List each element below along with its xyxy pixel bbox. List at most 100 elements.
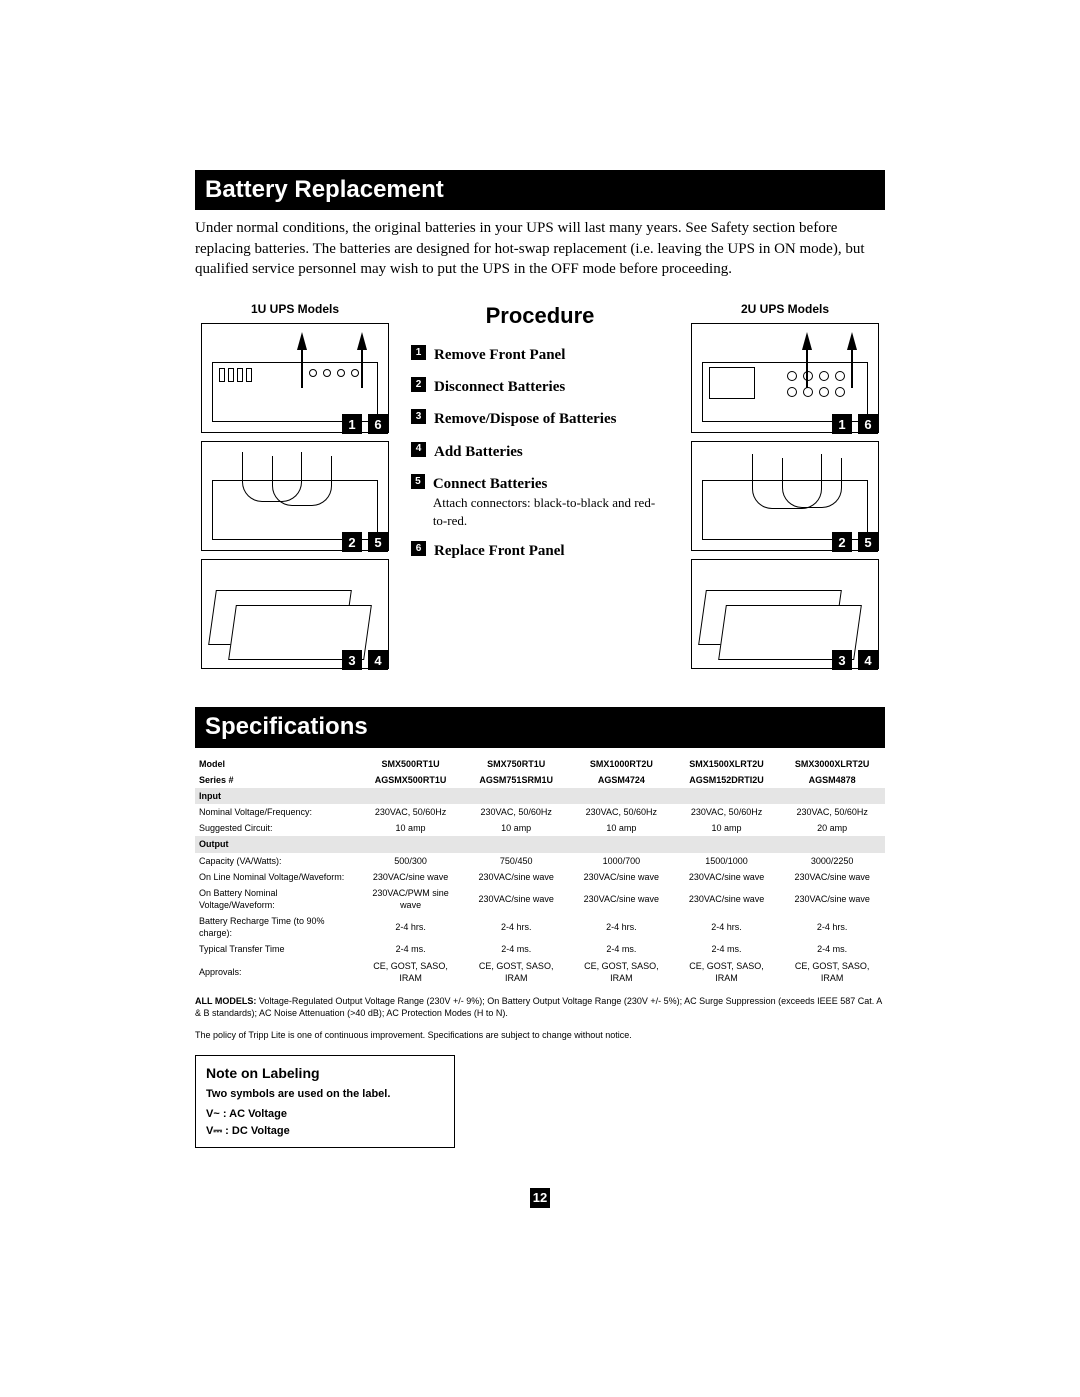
step-3: 3 Remove/Dispose of Batteries xyxy=(411,409,669,429)
spec-cell: Approvals: xyxy=(195,958,358,986)
spec-cell: AGSMX500RT1U xyxy=(358,772,464,788)
spec-cell: CE, GOST, SASO, IRAM xyxy=(569,958,674,986)
spec-cell: SMX3000XLRT2U xyxy=(779,756,885,772)
spec-section-input: Input xyxy=(195,788,885,804)
spec-cell: SMX1500XLRT2U xyxy=(674,756,780,772)
step-number: 3 xyxy=(411,409,426,424)
spec-cell: 230VAC/sine wave xyxy=(779,869,885,885)
spec-cell: 230VAC/sine wave xyxy=(779,885,885,913)
spec-cell: CE, GOST, SASO, IRAM xyxy=(463,958,569,986)
head-2u: 2U UPS Models xyxy=(741,301,829,317)
spec-table: ModelSMX500RT1USMX750RT1USMX1000RT2USMX1… xyxy=(195,756,885,986)
step-label: Remove/Dispose of Batteries xyxy=(434,409,616,429)
spec-cell: SMX750RT1U xyxy=(463,756,569,772)
spec-cell: 230VAC, 50/60Hz xyxy=(569,804,674,820)
spec-cell: Battery Recharge Time (to 90% charge): xyxy=(195,913,358,941)
spec-cell: 1000/700 xyxy=(569,853,674,869)
spec-cell: Capacity (VA/Watts): xyxy=(195,853,358,869)
spec-cell: 230VAC, 50/60Hz xyxy=(674,804,780,820)
spec-cell: 230VAC/sine wave xyxy=(674,869,780,885)
step-label: Add Batteries xyxy=(434,442,523,462)
allmodels-text: Voltage-Regulated Output Voltage Range (… xyxy=(195,996,882,1018)
spec-cell: 10 amp xyxy=(463,820,569,836)
allmodels-note: ALL MODELS: Voltage-Regulated Output Vol… xyxy=(195,996,885,1019)
labeling-line3: V⎓ : DC Voltage xyxy=(206,1123,444,1140)
spec-cell: CE, GOST, SASO, IRAM xyxy=(674,958,780,986)
col-1u: 1U UPS Models 16 25 34 xyxy=(195,301,395,677)
spec-cell: 10 amp xyxy=(674,820,780,836)
col-2u: 2U UPS Models 16 25 xyxy=(685,301,885,677)
spec-cell: 230VAC/sine wave xyxy=(358,869,464,885)
intro-text: Under normal conditions, the original ba… xyxy=(195,218,885,279)
spec-cell: 2-4 hrs. xyxy=(463,913,569,941)
spec-cell: 230VAC/sine wave xyxy=(674,885,780,913)
fig-2u-2: 25 xyxy=(691,441,879,551)
col-procedure: Procedure 1Remove Front Panel 2 Disconnect… xyxy=(405,301,675,677)
spec-cell: Nominal Voltage/Frequency: xyxy=(195,804,358,820)
spec-cell: 230VAC/sine wave xyxy=(463,869,569,885)
labeling-note-box: Note on Labeling Two symbols are used on… xyxy=(195,1055,455,1148)
step-2: 2 Disconnect Batteries xyxy=(411,377,669,397)
labeling-line1: Two symbols are used on the label. xyxy=(206,1087,444,1102)
step-1: 1Remove Front Panel xyxy=(411,345,669,365)
fig-2u-3: 34 xyxy=(691,559,879,669)
spec-cell: CE, GOST, SASO, IRAM xyxy=(779,958,885,986)
spec-cell: 2-4 ms. xyxy=(779,941,885,957)
spec-cell: 500/300 xyxy=(358,853,464,869)
page-number: 12 xyxy=(530,1188,550,1208)
spec-cell: 750/450 xyxy=(463,853,569,869)
spec-cell: 10 amp xyxy=(358,820,464,836)
spec-cell: SMX1000RT2U xyxy=(569,756,674,772)
section-battery-title: Battery Replacement xyxy=(195,170,885,210)
fig-1u-1: 16 xyxy=(201,323,389,433)
step-sub: Attach connectors: black-to-black and re… xyxy=(433,494,669,529)
section-spec-title: Specifications xyxy=(195,707,885,747)
fig-1u-2: 25 xyxy=(201,441,389,551)
fig-2u-1: 16 xyxy=(691,323,879,433)
step-6: 6Replace Front Panel xyxy=(411,541,669,561)
spec-cell: 2-4 ms. xyxy=(358,941,464,957)
spec-cell: Series # xyxy=(195,772,358,788)
spec-cell: 230VAC, 50/60Hz xyxy=(358,804,464,820)
fig-1u-3: 34 xyxy=(201,559,389,669)
step-number: 6 xyxy=(411,541,426,556)
step-label: Disconnect Batteries xyxy=(434,377,565,397)
spec-cell: 2-4 ms. xyxy=(463,941,569,957)
spec-cell: 2-4 hrs. xyxy=(674,913,780,941)
spec-cell: 3000/2250 xyxy=(779,853,885,869)
spec-cell: CE, GOST, SASO, IRAM xyxy=(358,958,464,986)
spec-cell: 10 amp xyxy=(569,820,674,836)
step-number: 1 xyxy=(411,345,426,360)
spec-cell: On Line Nominal Voltage/Waveform: xyxy=(195,869,358,885)
spec-cell: 230VAC, 50/60Hz xyxy=(463,804,569,820)
labeling-title: Note on Labeling xyxy=(206,1064,444,1083)
spec-cell: Suggested Circuit: xyxy=(195,820,358,836)
spec-cell: Typical Transfer Time xyxy=(195,941,358,957)
spec-cell: Model xyxy=(195,756,358,772)
spec-cell: SMX500RT1U xyxy=(358,756,464,772)
procedure-title: Procedure xyxy=(486,301,595,331)
spec-cell: 230VAC, 50/60Hz xyxy=(779,804,885,820)
step-number: 2 xyxy=(411,377,426,392)
procedure-grid: 1U UPS Models 16 25 34 Procedure xyxy=(195,301,885,677)
step-number: 5 xyxy=(411,474,425,489)
spec-cell: 2-4 ms. xyxy=(674,941,780,957)
spec-cell: AGSM4724 xyxy=(569,772,674,788)
spec-cell: AGSM751SRM1U xyxy=(463,772,569,788)
spec-cell: 230VAC/PWM sine wave xyxy=(358,885,464,913)
spec-cell: On Battery Nominal Voltage/Waveform: xyxy=(195,885,358,913)
spec-cell: 1500/1000 xyxy=(674,853,780,869)
spec-cell: 230VAC/sine wave xyxy=(569,885,674,913)
step-5: 5 Connect BatteriesAttach connectors: bla… xyxy=(411,474,669,529)
allmodels-label: ALL MODELS: xyxy=(195,996,256,1006)
spec-cell: 20 amp xyxy=(779,820,885,836)
spec-section-output: Output xyxy=(195,836,885,852)
step-4: 4Add Batteries xyxy=(411,442,669,462)
step-label: Connect BatteriesAttach connectors: blac… xyxy=(433,474,669,529)
head-1u: 1U UPS Models xyxy=(251,301,339,317)
labeling-line2: V~ : AC Voltage xyxy=(206,1106,444,1123)
spec-cell: 230VAC/sine wave xyxy=(463,885,569,913)
spec-cell: 230VAC/sine wave xyxy=(569,869,674,885)
spec-cell: 2-4 hrs. xyxy=(569,913,674,941)
spec-cell: 2-4 hrs. xyxy=(779,913,885,941)
